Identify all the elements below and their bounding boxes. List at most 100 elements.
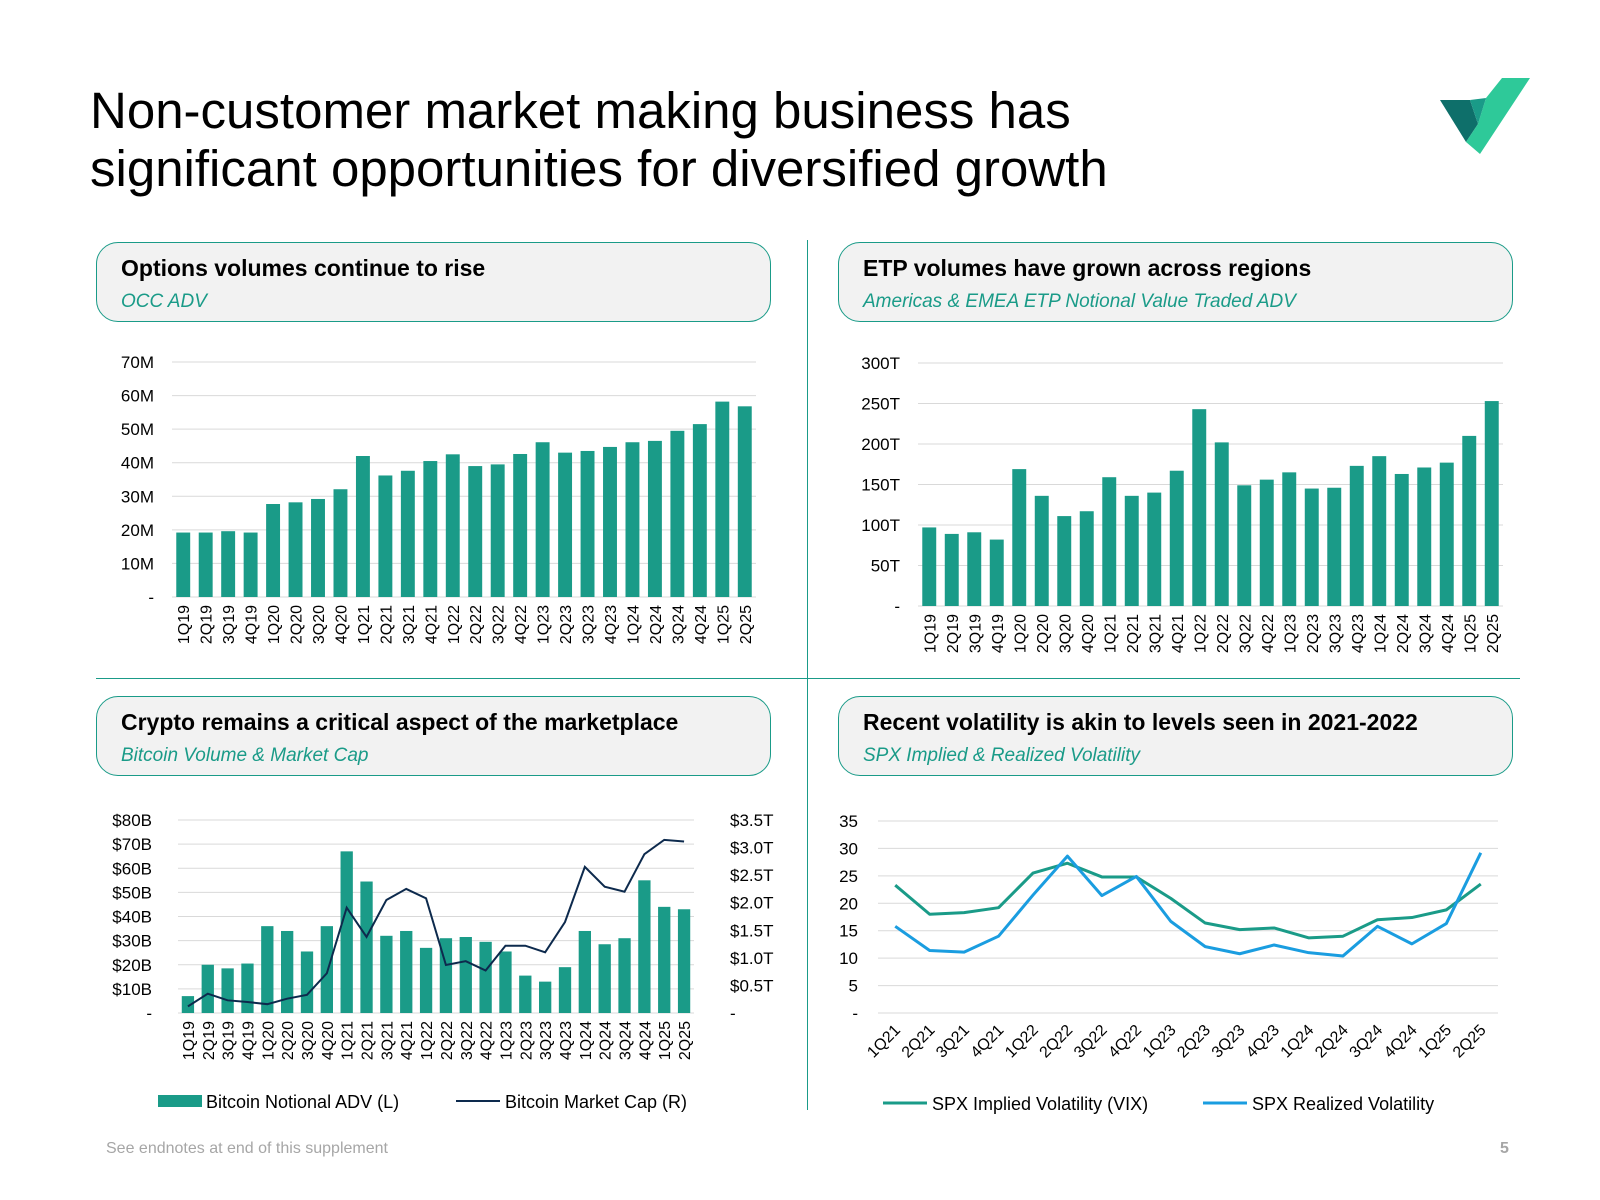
bar [1484, 401, 1499, 606]
x-tick-label: 3Q19 [967, 614, 984, 653]
bar [1237, 485, 1252, 606]
x-tick-label: 2Q19 [201, 1021, 218, 1060]
x-tick-label: 1Q25 [657, 1021, 674, 1060]
x-tick-label: 1Q21 [340, 1021, 357, 1060]
bar [479, 941, 492, 1013]
x-tick-label: 1Q21 [1102, 614, 1119, 653]
x-tick-label: 3Q24 [1347, 1022, 1387, 1062]
bar [320, 926, 333, 1013]
y-tick-label: 60M [121, 387, 154, 406]
bar [1214, 442, 1229, 606]
options-volume-chart: - 10M 20M 30M 40M 50M 60M 70M 1Q19 2Q19 3Q19 4Q19 1Q… [121, 353, 756, 644]
y-tick-label-left: $30B [112, 932, 152, 951]
x-tick-label: 1Q22 [446, 605, 463, 644]
x-tick-label: 1Q20 [260, 1021, 277, 1060]
x-tick-label: 3Q24 [670, 605, 687, 644]
y-tick-label: 30M [121, 487, 154, 506]
x-tick-label: 2Q22 [468, 605, 485, 644]
y-tick-label-left: $20B [112, 956, 152, 975]
x-tick-label: 2Q21 [360, 1021, 377, 1060]
y-tick-label: 50T [871, 557, 900, 576]
y-tick-label: 15 [839, 922, 858, 941]
x-tick-label: 2Q24 [1395, 614, 1412, 653]
y-tick-label: 150T [861, 476, 900, 495]
bar [261, 926, 274, 1013]
x-tick-label: 2Q19 [199, 605, 216, 644]
crypto-panel-subtitle: Bitcoin Volume & Market Cap [121, 745, 369, 766]
y-tick-label-right: - [730, 1004, 736, 1023]
legend-label-adv: Bitcoin Notional ADV (L) [206, 1092, 399, 1112]
x-tick-label: 2Q25 [1450, 1022, 1490, 1062]
bar [1124, 495, 1139, 606]
y-tick-label: 10 [839, 949, 858, 968]
x-tick-label: 4Q19 [240, 1021, 257, 1060]
x-tick-label: 2Q23 [558, 605, 575, 644]
etp-volume-chart: - 50T 100T 150T 200T 250T 300T 1Q19 2Q19 3Q19 4Q19… [861, 354, 1503, 653]
x-tick-label: 4Q23 [558, 1021, 575, 1060]
x-tick-label: 2Q19 [945, 614, 962, 653]
x-tick-label: 4Q20 [333, 605, 350, 644]
x-tick-label: 2Q24 [598, 1021, 615, 1060]
y-tick-label-left: $70B [112, 835, 152, 854]
bar [967, 532, 982, 606]
vol-panel-title: Recent volatility is akin to levels seen… [863, 709, 1418, 735]
x-tick-label: 4Q21 [1170, 614, 1187, 653]
bar [288, 502, 303, 597]
x-tick-label: 4Q21 [968, 1022, 1008, 1062]
x-tick-label: 1Q25 [1415, 1022, 1455, 1062]
y-tick-label-left: $50B [112, 883, 152, 902]
y-tick-label: 200T [861, 435, 900, 454]
x-tick-label: 3Q19 [221, 605, 238, 644]
legend-swatch-adv [158, 1095, 202, 1107]
x-tick-label: 4Q23 [1243, 1022, 1283, 1062]
options-panel-header: Options volumes continue to rise OCC ADV [96, 242, 771, 322]
y-tick-label: 40M [121, 454, 154, 473]
x-tick-label: 1Q19 [922, 614, 939, 653]
bar [1417, 467, 1432, 606]
x-tick-label: 4Q21 [423, 605, 440, 644]
x-tick-label: 3Q20 [311, 605, 328, 644]
x-tick-label: 1Q25 [1462, 614, 1479, 653]
bar [355, 456, 370, 597]
bar [922, 527, 937, 606]
bar [535, 442, 550, 597]
y-tick-label: 50M [121, 420, 154, 439]
y-tick-label: 30 [839, 839, 858, 858]
x-tick-label: 3Q22 [491, 605, 508, 644]
x-tick-label: 3Q20 [1057, 614, 1074, 653]
x-tick-label: 4Q24 [637, 1021, 654, 1060]
x-tick-label: 4Q22 [479, 1021, 496, 1060]
bar [1169, 470, 1184, 606]
logo-mid-shard [1470, 98, 1486, 124]
bar [1304, 488, 1319, 606]
x-tick-label: 3Q22 [1237, 614, 1254, 653]
bar [1282, 472, 1297, 606]
y-tick-label: 10M [121, 554, 154, 573]
x-tick-label: 3Q22 [459, 1021, 476, 1060]
bar [1147, 492, 1162, 606]
legend-label-marketcap: Bitcoin Market Cap (R) [505, 1092, 687, 1112]
bar [647, 440, 662, 597]
x-tick-label: 3Q21 [401, 605, 418, 644]
y-tick-label-right: $2.0T [730, 894, 773, 913]
bar [603, 446, 617, 597]
bar [423, 461, 438, 597]
x-tick-label: 3Q22 [1071, 1022, 1111, 1062]
bar [378, 475, 393, 597]
bar [513, 453, 528, 597]
x-tick-label: 4Q20 [1080, 614, 1097, 653]
bar [380, 935, 393, 1013]
bar [1259, 479, 1274, 606]
bar [243, 532, 258, 597]
bar [1079, 511, 1094, 606]
bar [459, 937, 472, 1013]
bar [221, 968, 234, 1013]
bar [638, 880, 651, 1013]
crypto-panel-title: Crypto remains a critical aspect of the … [121, 709, 679, 735]
x-tick-label: 3Q21 [1147, 614, 1164, 653]
endnotes-footnote: See endnotes at end of this supplement [106, 1140, 388, 1157]
x-tick-label: 2Q23 [1305, 614, 1322, 653]
y-tick-label: - [148, 588, 154, 607]
bar [989, 539, 1004, 606]
x-tick-label: 3Q23 [581, 605, 598, 644]
